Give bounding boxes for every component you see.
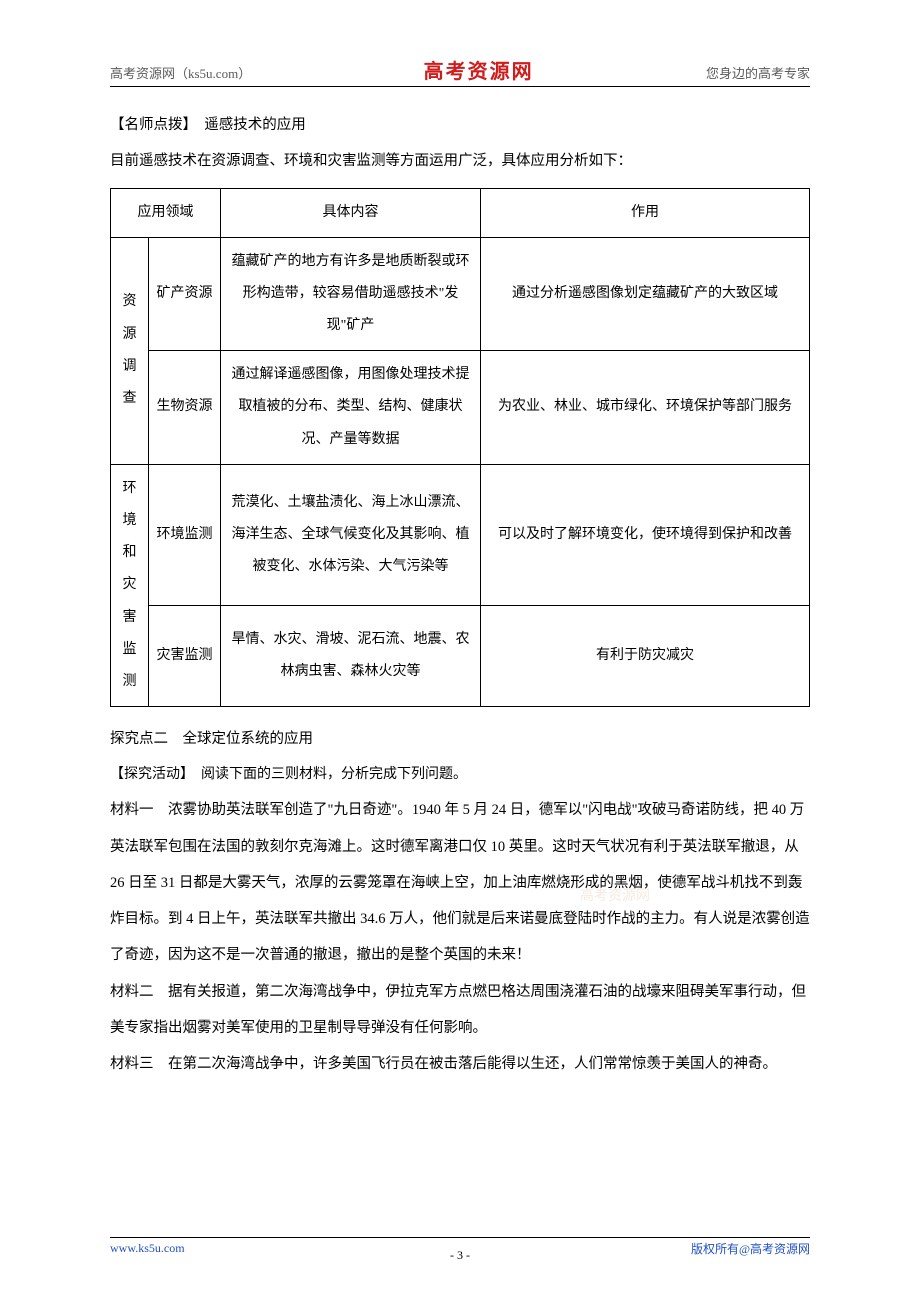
teacher-tip-label: 【名师点拨】 遥感技术的应用 bbox=[110, 107, 810, 143]
sub-cell: 矿产资源 bbox=[149, 237, 221, 351]
page-footer: www.ks5u.com - 3 - 版权所有@高考资源网 bbox=[110, 1237, 810, 1257]
footer-url: www.ks5u.com bbox=[110, 1241, 185, 1256]
material-three: 材料三 在第二次海湾战争中，许多美国飞行员在被击落后能得以生还，人们常常惊羡于美… bbox=[110, 1046, 810, 1082]
sub-cell: 灾害监测 bbox=[149, 605, 221, 706]
topic-two-title: 探究点二 全球定位系统的应用 bbox=[110, 721, 810, 757]
area-cell: 资源调查 bbox=[111, 237, 149, 464]
footer-page-number: - 3 - bbox=[450, 1248, 470, 1263]
material-one: 材料一 浓雾协助英法联军创造了"九日奇迹"。1940 年 5 月 24 日，德军… bbox=[110, 792, 810, 973]
table-header-row: 应用领域 具体内容 作用 bbox=[111, 188, 810, 237]
effect-cell: 为农业、林业、城市绿化、环境保护等部门服务 bbox=[481, 351, 810, 465]
document-page: 高考资源网（ks5u.com） 高考资源网 您身边的高考专家 【名师点拨】 遥感… bbox=[0, 0, 920, 1302]
header-center-title: 高考资源网 bbox=[424, 55, 534, 84]
table-row: 环境和灾害监测 环境监测 荒漠化、土壤盐渍化、海上冰山漂流、海洋生态、全球气候变… bbox=[111, 464, 810, 605]
effect-cell: 通过分析遥感图像划定蕴藏矿产的大致区域 bbox=[481, 237, 810, 351]
header-right-text: 您身边的高考专家 bbox=[706, 63, 810, 82]
table-header-effect: 作用 bbox=[481, 188, 810, 237]
document-content: 【名师点拨】 遥感技术的应用 目前遥感技术在资源调查、环境和灾害监测等方面运用广… bbox=[110, 107, 810, 1082]
activity-label: 【探究活动】 阅读下面的三则材料，分析完成下列问题。 bbox=[110, 757, 810, 792]
footer-copyright: 版权所有@高考资源网 bbox=[691, 1240, 810, 1257]
table-header-area: 应用领域 bbox=[111, 188, 221, 237]
table-row: 资源调查 矿产资源 蕴藏矿产的地方有许多是地质断裂或环形构造带，较容易借助遥感技… bbox=[111, 237, 810, 351]
page-header: 高考资源网（ks5u.com） 高考资源网 您身边的高考专家 bbox=[110, 55, 810, 87]
content-cell: 蕴藏矿产的地方有许多是地质断裂或环形构造带，较容易借助遥感技术"发现"矿产 bbox=[221, 237, 481, 351]
table-row: 生物资源 通过解译遥感图像，用图像处理技术提取植被的分布、类型、结构、健康状况、… bbox=[111, 351, 810, 465]
content-cell: 荒漠化、土壤盐渍化、海上冰山漂流、海洋生态、全球气候变化及其影响、植被变化、水体… bbox=[221, 464, 481, 605]
sub-cell: 环境监测 bbox=[149, 464, 221, 605]
header-left-text: 高考资源网（ks5u.com） bbox=[110, 63, 251, 82]
material-two: 材料二 据有关报道，第二次海湾战争中，伊拉克军方点燃巴格达周围浇灌石油的战壕来阻… bbox=[110, 974, 810, 1047]
table-header-content: 具体内容 bbox=[221, 188, 481, 237]
content-cell: 通过解译遥感图像，用图像处理技术提取植被的分布、类型、结构、健康状况、产量等数据 bbox=[221, 351, 481, 465]
application-table: 应用领域 具体内容 作用 资源调查 矿产资源 蕴藏矿产的地方有许多是地质断裂或环… bbox=[110, 188, 810, 708]
sub-cell: 生物资源 bbox=[149, 351, 221, 465]
intro-paragraph: 目前遥感技术在资源调查、环境和灾害监测等方面运用广泛，具体应用分析如下： bbox=[110, 143, 810, 179]
content-cell: 旱情、水灾、滑坡、泥石流、地震、农林病虫害、森林火灾等 bbox=[221, 605, 481, 706]
effect-cell: 有利于防灾减灾 bbox=[481, 605, 810, 706]
effect-cell: 可以及时了解环境变化，使环境得到保护和改善 bbox=[481, 464, 810, 605]
area-cell: 环境和灾害监测 bbox=[111, 464, 149, 706]
table-row: 灾害监测 旱情、水灾、滑坡、泥石流、地震、农林病虫害、森林火灾等 有利于防灾减灾 bbox=[111, 605, 810, 706]
